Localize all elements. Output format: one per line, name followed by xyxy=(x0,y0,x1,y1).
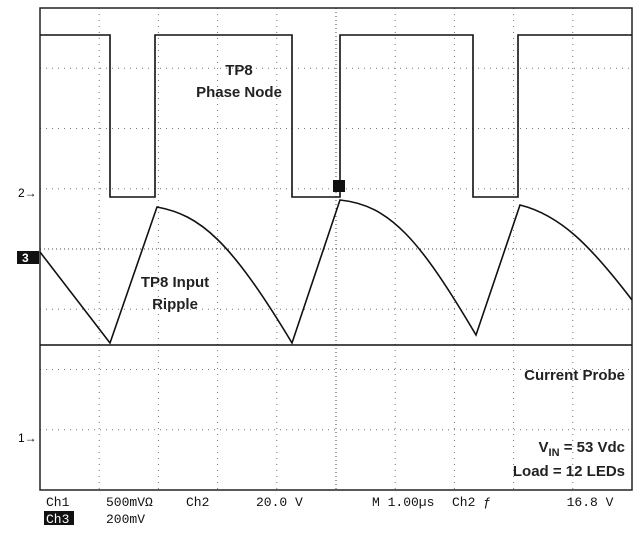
footer-text: 16.8 V xyxy=(567,495,614,510)
ripple-subtitle: Ripple xyxy=(152,296,198,313)
footer-text: Ch2 ƒ xyxy=(452,495,491,510)
vin-rest: = 53 Vdc xyxy=(560,439,625,456)
footer-text: 500mVΩ xyxy=(106,495,153,510)
ch1-marker: 1→ xyxy=(18,431,37,445)
current-label: Current Probe xyxy=(524,367,625,384)
ch3-marker: 3 xyxy=(22,251,29,265)
ch3-footer-box xyxy=(44,511,74,525)
ripple-title: TP8 Input xyxy=(141,274,209,291)
phase-title: TP8 xyxy=(225,62,253,79)
footer: Ch1 500mVΩ Ch2 20.0 V M 1.00µs Ch2 ƒ 16.8 V Ch3… xyxy=(44,495,614,527)
footer-text: Ch2 xyxy=(186,495,209,510)
ch3-marker-box xyxy=(17,251,39,264)
footer-text: M 1.00µs xyxy=(372,495,434,510)
footer-text: 20.0 V xyxy=(256,495,303,510)
phase-node-wave xyxy=(40,34,632,198)
vin-sub: IN xyxy=(549,447,560,459)
ch2-marker: 2→ xyxy=(18,186,37,200)
vin-v: V xyxy=(539,439,549,456)
phase-subtitle: Phase Node xyxy=(196,84,282,101)
graticule xyxy=(40,8,632,490)
graticule-border xyxy=(39,7,633,491)
load-label: Load = 12 LEDs xyxy=(513,463,625,480)
trigger-marker xyxy=(333,180,345,192)
ripple-wave xyxy=(39,199,633,345)
vin-label: VIN = 53 Vdc xyxy=(539,439,625,459)
footer-text: Ch3 xyxy=(46,512,69,527)
footer-text: Ch1 xyxy=(46,495,70,510)
footer-text: 200mV xyxy=(106,512,145,527)
